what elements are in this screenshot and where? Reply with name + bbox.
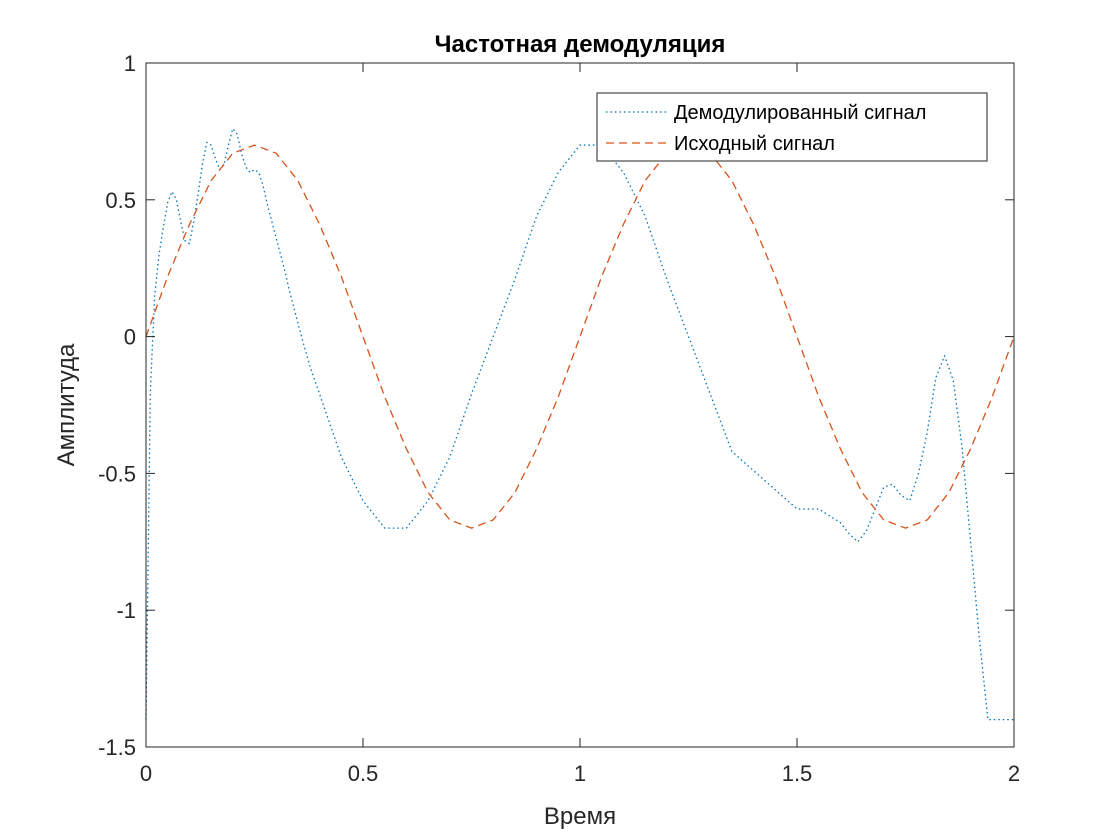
y-axis-label: Амплитуда — [53, 343, 80, 466]
chart-title: Частотная демодуляция — [435, 31, 726, 58]
y-tick-label: -1 — [116, 598, 136, 623]
y-tick-label: -0.5 — [98, 461, 136, 486]
legend-box — [596, 92, 988, 162]
y-tick-label: 1 — [124, 51, 136, 76]
x-tick-label: 2 — [1008, 761, 1020, 786]
x-tick-label: 1.5 — [782, 761, 813, 786]
legend-label-original: Исходный сигнал — [674, 133, 835, 155]
legend: Демодулированный сигнал Исходный сигнал — [596, 92, 988, 162]
y-tick-label: 0 — [124, 325, 136, 350]
plot-area — [146, 63, 1014, 747]
y-tick-label: 0.5 — [105, 188, 136, 213]
x-tick-label: 0.5 — [348, 761, 379, 786]
x-tick-label: 1 — [574, 761, 586, 786]
x-tick-label: 0 — [140, 761, 152, 786]
series-line-original — [145, 144, 1015, 529]
legend-label-demodulated: Демодулированный сигнал — [674, 102, 926, 124]
y-tick-label: -1.5 — [98, 735, 136, 760]
x-axis-label: Время — [544, 803, 616, 830]
tick-layer: 0 0.5 1 1.5 2 1 0.5 0 -0.5 -1 -1.5 — [98, 51, 1020, 786]
series-layer — [145, 128, 1015, 721]
